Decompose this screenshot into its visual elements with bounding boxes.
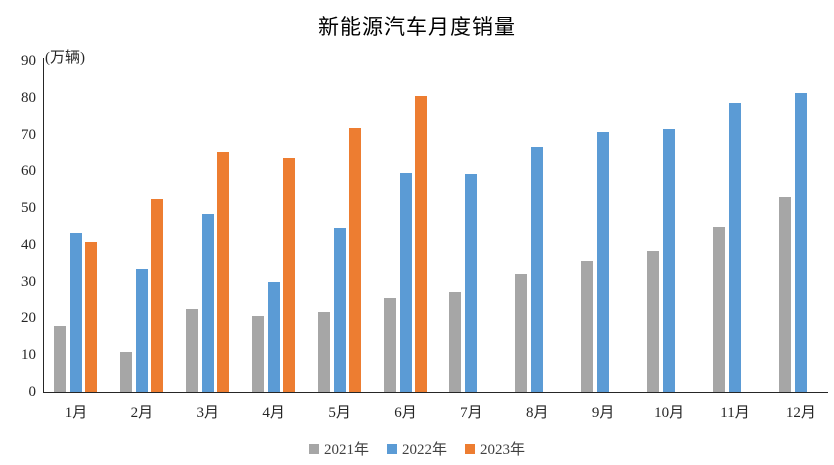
y-tick-label: 20 <box>21 310 36 327</box>
bar-2023年-4月 <box>282 158 295 392</box>
legend-item-2022年: 2022年 <box>386 438 447 459</box>
bar-2022年-10月 <box>663 129 676 392</box>
x-axis-line <box>43 392 828 393</box>
bar-2021年-5月 <box>317 312 330 392</box>
x-category-label: 4月 <box>262 405 285 421</box>
y-tick-label: 0 <box>28 384 37 400</box>
bar-2022年-4月 <box>267 282 280 392</box>
bar-2022年-12月 <box>794 92 807 392</box>
chart-title: 新能源汽车月度销量 <box>318 15 516 39</box>
x-category-label: 11月 <box>720 405 750 421</box>
legend-label: 2022年 <box>401 442 447 458</box>
bar-2022年-1月 <box>70 233 82 392</box>
bar-2022年-8月 <box>531 147 544 392</box>
y-axis-unit-label: (万辆) <box>45 50 85 66</box>
x-category-label: 8月 <box>526 405 549 421</box>
bar-2021年-7月 <box>449 292 462 392</box>
y-tick-label: 30 <box>21 273 36 290</box>
bar-2021年-9月 <box>581 260 594 392</box>
x-category-label: 2月 <box>130 405 154 421</box>
bar-2022年-9月 <box>597 131 610 392</box>
bar-2022年-3月 <box>201 213 214 392</box>
bar-2021年-3月 <box>185 308 198 392</box>
bar-2023年-1月 <box>85 241 97 392</box>
legend-swatch-icon <box>386 443 397 454</box>
bar-2021年-12月 <box>778 196 791 392</box>
x-category-label: 7月 <box>460 405 483 421</box>
bar-2021年-1月 <box>54 326 66 392</box>
bar-2021年-6月 <box>383 297 396 392</box>
bar-2022年-7月 <box>465 173 478 392</box>
legend: 2021年 2022年 2023年 <box>0 438 834 459</box>
bar-2021年-8月 <box>515 273 528 392</box>
y-tick-label: 90 <box>21 53 36 69</box>
y-tick-label: 60 <box>21 163 36 180</box>
bar-2021年-2月 <box>119 351 132 392</box>
legend-item-2021年: 2021年 <box>308 438 369 459</box>
legend-label: 2023年 <box>480 442 526 458</box>
bar-2022年-11月 <box>729 102 741 392</box>
y-tick-label: 40 <box>21 236 36 253</box>
bar-2023年-6月 <box>414 95 427 392</box>
bar-2021年-10月 <box>647 251 660 392</box>
bar-2021年-11月 <box>713 226 725 392</box>
x-category-label: 12月 <box>785 405 816 421</box>
legend-swatch-icon <box>308 443 319 454</box>
y-axis-line <box>43 58 44 393</box>
bar-2023年-3月 <box>216 151 229 392</box>
bar-2021年-4月 <box>251 316 264 392</box>
x-category-label: 9月 <box>591 405 615 421</box>
y-tick-label: 50 <box>21 200 36 217</box>
bar-2022年-6月 <box>399 172 412 392</box>
y-tick-label: 70 <box>21 126 36 143</box>
x-category-label: 3月 <box>196 405 220 421</box>
bar-2022年-5月 <box>333 227 346 392</box>
y-tick-label: 10 <box>21 347 36 364</box>
legend-label: 2021年 <box>323 442 369 458</box>
x-category-label: 6月 <box>394 405 417 421</box>
x-category-label: 5月 <box>328 405 351 421</box>
x-category-label: 1月 <box>64 405 88 421</box>
legend-swatch-icon <box>465 443 475 454</box>
bar-2023年-2月 <box>150 198 163 392</box>
x-category-label: 10月 <box>654 405 685 421</box>
bar-2022年-2月 <box>135 269 148 392</box>
legend-item-2023年: 2023年 <box>465 438 525 459</box>
y-tick-label: 80 <box>21 89 36 106</box>
bar-2023年-5月 <box>348 128 361 392</box>
